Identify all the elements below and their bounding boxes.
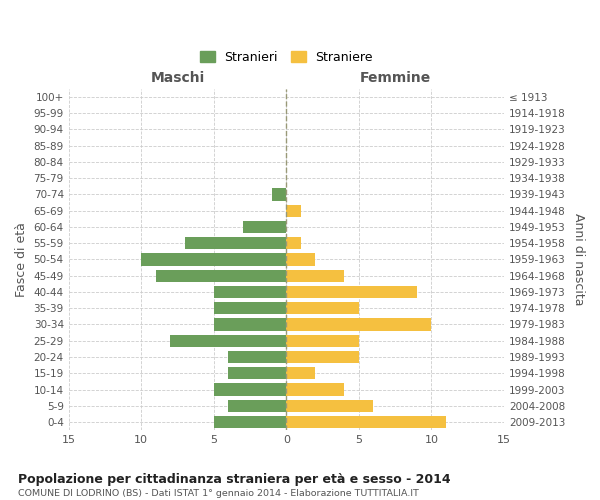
Bar: [214, 286, 286, 298]
Bar: [286, 237, 301, 250]
Bar: [243, 221, 286, 233]
Legend: Stranieri, Straniere: Stranieri, Straniere: [200, 50, 373, 64]
Bar: [286, 318, 431, 330]
Bar: [286, 351, 359, 363]
Bar: [214, 302, 286, 314]
Bar: [228, 351, 286, 363]
Bar: [286, 302, 359, 314]
Bar: [286, 204, 301, 217]
Text: Femmine: Femmine: [359, 72, 431, 86]
Bar: [156, 270, 286, 282]
Bar: [228, 400, 286, 412]
Bar: [141, 254, 286, 266]
Bar: [170, 334, 286, 347]
Bar: [286, 270, 344, 282]
Bar: [272, 188, 286, 200]
Text: Maschi: Maschi: [151, 72, 205, 86]
Y-axis label: Anni di nascita: Anni di nascita: [572, 213, 585, 306]
Bar: [286, 367, 316, 380]
Bar: [286, 286, 417, 298]
Bar: [286, 334, 359, 347]
Text: Popolazione per cittadinanza straniera per età e sesso - 2014: Popolazione per cittadinanza straniera p…: [18, 472, 451, 486]
Bar: [214, 318, 286, 330]
Bar: [286, 400, 373, 412]
Bar: [214, 416, 286, 428]
Bar: [286, 384, 344, 396]
Bar: [228, 367, 286, 380]
Bar: [214, 384, 286, 396]
Text: COMUNE DI LODRINO (BS) - Dati ISTAT 1° gennaio 2014 - Elaborazione TUTTITALIA.IT: COMUNE DI LODRINO (BS) - Dati ISTAT 1° g…: [18, 489, 419, 498]
Bar: [286, 416, 446, 428]
Bar: [286, 254, 316, 266]
Y-axis label: Fasce di età: Fasce di età: [15, 222, 28, 297]
Bar: [185, 237, 286, 250]
